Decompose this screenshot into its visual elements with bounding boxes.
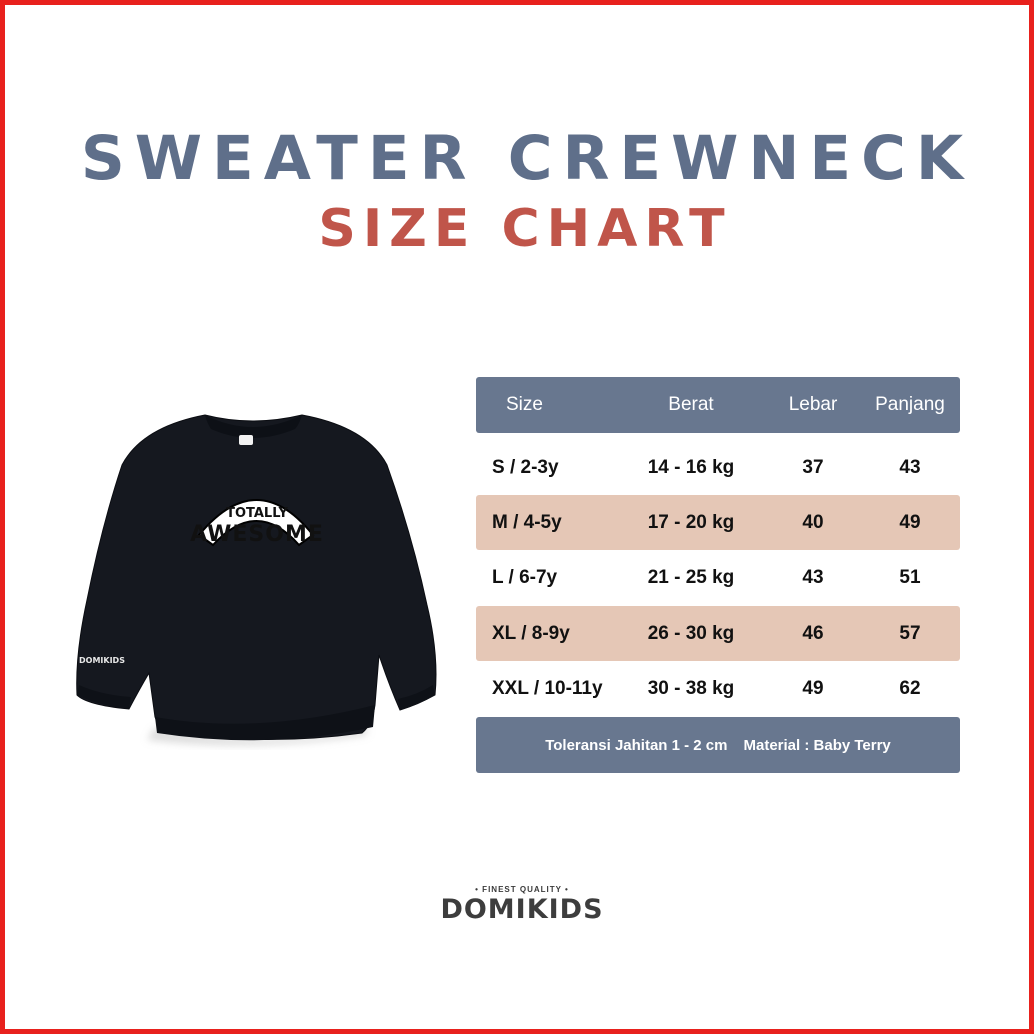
table-footer: Toleransi Jahitan 1 - 2 cm Material : Ba…	[476, 717, 960, 773]
cell-length: 51	[899, 566, 921, 588]
sweater-image: TOTALLY AWESOME DOMIKIDS	[76, 414, 437, 746]
table-row: L / 6-7y 21 - 25 kg 43 51	[476, 550, 960, 605]
cell-size: L / 6-7y	[492, 566, 558, 588]
graphic-main-text: AWESOME	[190, 522, 324, 547]
sleeve-print: DOMIKIDS	[79, 656, 125, 665]
graphic-top-text: TOTALLY	[226, 506, 288, 521]
label-tag-icon	[239, 435, 253, 445]
brand-tagline: • FINEST QUALITY •	[475, 885, 569, 894]
cell-width: 46	[802, 622, 824, 644]
tolerance-note: Toleransi Jahitan 1 - 2 cm	[545, 736, 728, 754]
header-width: Lebar	[788, 394, 838, 415]
brand-name: DOMIKIDS	[440, 894, 604, 925]
table-row: XXL / 10-11y 30 - 38 kg 49 62	[476, 661, 960, 716]
table-row: S / 2-3y 14 - 16 kg 37 43	[476, 440, 960, 495]
table-row: XL / 8-9y 26 - 30 kg 46 57	[476, 606, 960, 661]
page-title: SWEATER CREWNECK	[80, 123, 974, 194]
table-row: M / 4-5y 17 - 20 kg 40 49	[476, 495, 960, 550]
cell-width: 49	[802, 677, 824, 699]
cell-weight: 17 - 20 kg	[647, 511, 735, 533]
header-weight: Berat	[668, 394, 714, 415]
header-length: Panjang	[875, 394, 945, 415]
cell-weight: 14 - 16 kg	[647, 456, 735, 478]
cell-size: M / 4-5y	[492, 511, 562, 533]
cell-weight: 21 - 25 kg	[647, 566, 735, 588]
material-note: Material : Baby Terry	[743, 736, 891, 754]
cell-length: 43	[899, 456, 921, 478]
cell-size: XXL / 10-11y	[492, 677, 603, 699]
cell-weight: 26 - 30 kg	[647, 622, 735, 644]
cell-size: S / 2-3y	[492, 456, 559, 478]
cell-length: 49	[899, 511, 921, 533]
cell-length: 57	[899, 622, 921, 644]
page-subtitle: SIZE CHART	[318, 199, 732, 259]
cell-length: 62	[899, 677, 921, 699]
cell-width: 37	[802, 456, 824, 478]
cell-weight: 30 - 38 kg	[647, 677, 735, 699]
cell-size: XL / 8-9y	[492, 622, 570, 644]
table-header: Size Berat Lebar Panjang	[476, 377, 960, 433]
size-chart-table: Size Berat Lebar Panjang S / 2-3y 14 - 1…	[476, 377, 960, 773]
brand-logo: • FINEST QUALITY • DOMIKIDS	[425, 885, 619, 926]
sweater-body	[76, 414, 437, 741]
cell-width: 40	[802, 511, 824, 533]
cell-width: 43	[802, 566, 824, 588]
header-size: Size	[506, 394, 543, 415]
